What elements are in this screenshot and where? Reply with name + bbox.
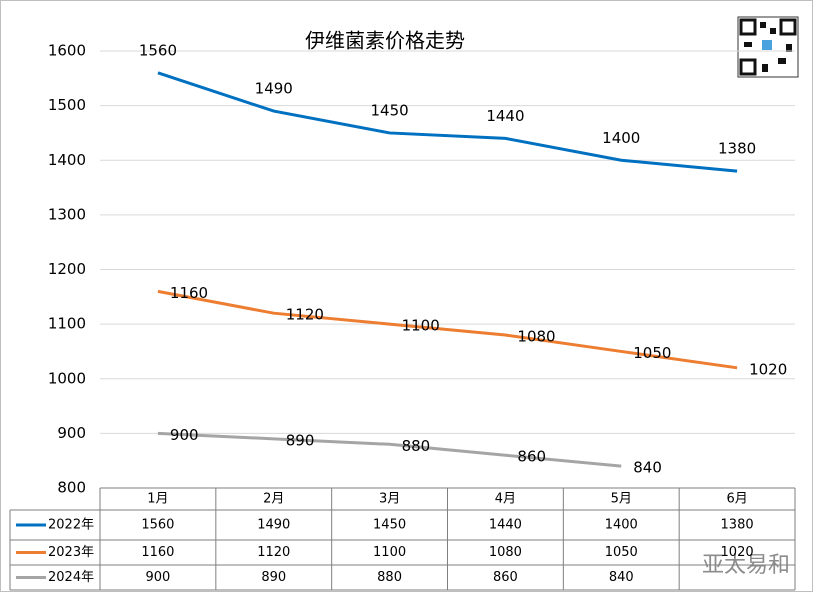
data-label: 900 bbox=[170, 426, 199, 444]
legend-label: 2024年 bbox=[48, 570, 94, 585]
table-cell: 1380 bbox=[721, 518, 754, 533]
table-cell: 1160 bbox=[141, 545, 174, 560]
data-label: 1120 bbox=[286, 306, 324, 324]
data-label: 1020 bbox=[749, 360, 787, 378]
legend-label: 2023年 bbox=[48, 545, 94, 560]
data-label: 840 bbox=[633, 459, 662, 477]
qr-code bbox=[737, 16, 799, 78]
data-label: 880 bbox=[402, 437, 431, 455]
data-label: 1050 bbox=[633, 344, 671, 362]
y-tick-label: 900 bbox=[57, 424, 86, 442]
data-label: 1080 bbox=[517, 328, 555, 346]
table-cell: 1560 bbox=[141, 518, 174, 533]
data-label: 1560 bbox=[139, 41, 177, 59]
y-tick-label: 1200 bbox=[48, 260, 86, 278]
legend-label: 2022年 bbox=[48, 518, 94, 533]
x-tick-label: 1月 bbox=[147, 492, 168, 507]
data-label: 1380 bbox=[718, 140, 756, 158]
data-label: 1100 bbox=[402, 317, 440, 335]
table-cell: 1450 bbox=[373, 518, 406, 533]
y-tick-label: 1400 bbox=[48, 151, 86, 169]
table-cell: 1080 bbox=[489, 545, 522, 560]
line-series bbox=[157, 289, 738, 370]
table-cell: 900 bbox=[146, 570, 171, 585]
table-cell: 1120 bbox=[257, 545, 290, 560]
table-cell: 1490 bbox=[257, 518, 290, 533]
data-label: 1400 bbox=[602, 129, 640, 147]
line-series bbox=[157, 431, 622, 468]
y-tick-label: 1000 bbox=[48, 369, 86, 387]
data-label: 860 bbox=[517, 448, 546, 466]
table-cell: 1440 bbox=[489, 518, 522, 533]
data-label: 1160 bbox=[170, 284, 208, 302]
x-tick-label: 3月 bbox=[379, 492, 400, 507]
y-tick-label: 1300 bbox=[48, 205, 86, 223]
y-tick-label: 800 bbox=[57, 479, 86, 497]
data-label: 1490 bbox=[255, 80, 293, 98]
table-cell: 1020 bbox=[721, 545, 754, 560]
data-label: 890 bbox=[286, 431, 315, 449]
table-cell: 880 bbox=[377, 570, 402, 585]
line-series bbox=[157, 71, 738, 173]
table-cell: 890 bbox=[261, 570, 286, 585]
x-tick-label: 2月 bbox=[263, 492, 284, 507]
data-label: 1440 bbox=[486, 107, 524, 125]
y-tick-label: 1100 bbox=[48, 315, 86, 333]
x-tick-label: 6月 bbox=[726, 492, 747, 507]
data-label: 1450 bbox=[370, 101, 408, 119]
table-cell: 860 bbox=[493, 570, 518, 585]
table-cell: 840 bbox=[609, 570, 634, 585]
x-tick-label: 4月 bbox=[495, 492, 516, 507]
table-cell: 1100 bbox=[373, 545, 406, 560]
table-cell: 1400 bbox=[605, 518, 638, 533]
chart-title: 伊维菌素价格走势 bbox=[305, 29, 465, 53]
x-tick-label: 5月 bbox=[611, 492, 632, 507]
table-cell: 1050 bbox=[605, 545, 638, 560]
y-tick-label: 1500 bbox=[48, 96, 86, 114]
y-tick-label: 1600 bbox=[48, 42, 86, 60]
